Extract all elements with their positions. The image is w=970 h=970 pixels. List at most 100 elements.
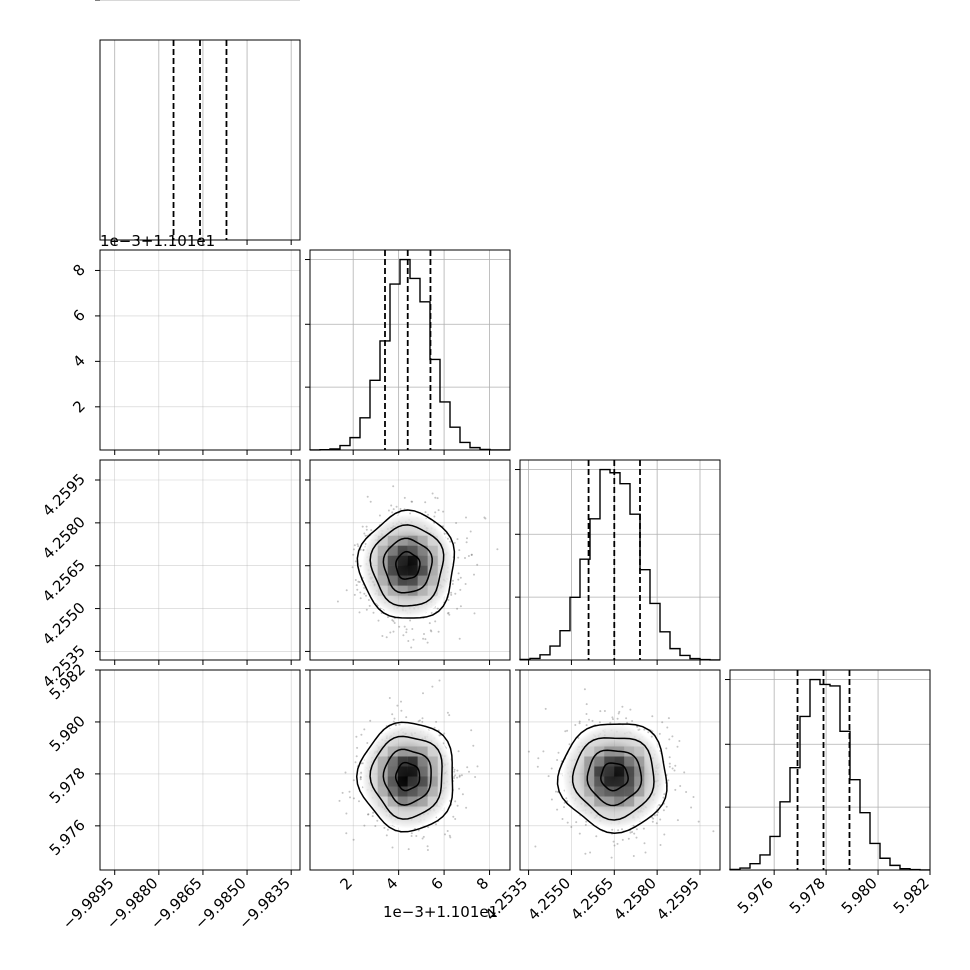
- scatter-point: [449, 540, 452, 543]
- scatter-point: [446, 830, 449, 832]
- labels-layer: −9.9895−9.9880−9.9865−9.9850−9.9835 2 4 6 84…: [39, 232, 933, 933]
- scatter-point: [418, 719, 421, 722]
- scatter-point: [457, 572, 460, 575]
- scatter-point: [584, 852, 587, 855]
- scatter-point: [458, 787, 461, 790]
- scatter-point: [434, 620, 437, 623]
- scatter-point: [366, 742, 369, 744]
- scatter-point: [457, 556, 460, 559]
- scatter-point: [344, 771, 347, 774]
- scatter-point: [434, 496, 437, 499]
- scatter-point: [430, 612, 433, 614]
- scatter-point: [564, 730, 567, 733]
- y-tick-label: 4.2550: [39, 599, 89, 649]
- hist2d-cell: [377, 756, 388, 767]
- scatter-point: [459, 605, 462, 608]
- scatter-point: [598, 721, 601, 724]
- scatter-point: [448, 613, 451, 616]
- panel-frame-0-0: [99, 39, 301, 241]
- scatter-point: [613, 844, 616, 847]
- y-tick-label: 4.2595: [39, 470, 89, 520]
- scatter-point: [467, 555, 470, 557]
- hist2d-cell: [614, 766, 625, 777]
- scatter-point: [474, 776, 477, 778]
- scatter-point: [403, 496, 406, 499]
- scatter-point: [570, 826, 573, 828]
- scatter-point: [674, 764, 677, 767]
- scatter-point: [352, 797, 355, 800]
- scatter-point: [365, 528, 368, 531]
- scatter-point: [653, 814, 656, 817]
- scatter-point: [626, 721, 629, 724]
- scatter-point: [341, 791, 344, 794]
- scatter-point: [550, 798, 553, 801]
- scatter-point: [473, 612, 476, 615]
- scatter-point: [388, 697, 391, 699]
- y-tick-label: 2: [69, 397, 88, 416]
- y-tick-label: 4: [69, 351, 88, 370]
- scatter-point: [668, 765, 671, 768]
- scatter-point: [396, 704, 399, 707]
- scatter-point: [633, 832, 636, 835]
- hist2d-cell: [634, 766, 645, 777]
- scatter-point: [415, 835, 418, 837]
- scatter-point: [407, 848, 410, 851]
- x-tick-label: 8: [473, 874, 492, 893]
- scatter-point: [424, 638, 427, 641]
- scatter-point: [612, 718, 614, 721]
- x-tick-label: 6: [427, 874, 446, 893]
- scatter-point: [578, 832, 581, 835]
- scatter-point: [370, 529, 373, 532]
- scatter-point: [433, 515, 436, 518]
- scatter-point: [629, 831, 632, 834]
- scatter-point: [658, 732, 661, 735]
- scatter-point: [358, 581, 361, 583]
- hist2d-cell: [387, 786, 398, 797]
- scatter-point: [356, 746, 359, 749]
- hist2d-cell: [427, 575, 438, 586]
- scatter-point: [391, 846, 394, 849]
- scatter-point: [345, 812, 348, 815]
- scatter-point: [609, 721, 612, 724]
- scatter-point: [372, 611, 375, 614]
- scatter-point: [450, 591, 453, 594]
- scatter-point: [421, 717, 424, 720]
- scatter-point: [353, 544, 356, 547]
- scatter-point: [621, 705, 624, 708]
- hist2d-cell: [387, 746, 398, 757]
- scatter-point: [377, 619, 380, 622]
- scatter-point: [588, 718, 590, 721]
- scatter-point: [611, 828, 614, 831]
- scatter-point: [676, 745, 679, 748]
- scatter-point: [585, 724, 588, 727]
- scatter-point: [365, 594, 367, 597]
- scatter-point: [652, 817, 655, 820]
- scatter-point: [368, 604, 371, 607]
- scatter-point: [426, 849, 429, 851]
- scatter-point: [454, 818, 457, 820]
- scatter-point: [393, 717, 396, 720]
- scatter-point: [352, 553, 355, 556]
- scatter-point: [452, 777, 455, 780]
- scatter-point: [391, 619, 394, 622]
- scatter-point: [405, 631, 408, 634]
- scatter-point: [449, 836, 452, 839]
- scatter-point: [448, 834, 451, 837]
- scatter-point: [585, 713, 588, 715]
- scatter-point: [557, 751, 560, 754]
- hist2d-cell: [417, 776, 428, 787]
- scatter-point: [422, 835, 425, 838]
- scatter-point: [585, 703, 588, 706]
- hist2d-cell: [397, 776, 408, 787]
- hist2d-cell: [634, 786, 645, 797]
- scatter-point: [448, 714, 451, 717]
- scatter-point: [642, 827, 645, 830]
- scatter-point: [457, 578, 460, 581]
- histogram-param-1: [309, 258, 510, 451]
- scatter-point: [421, 837, 424, 840]
- scatter-point: [644, 851, 647, 854]
- scatter-point: [364, 534, 367, 537]
- hist2d-cell: [387, 796, 398, 807]
- scatter-point: [422, 637, 425, 640]
- scatter-point: [469, 530, 472, 533]
